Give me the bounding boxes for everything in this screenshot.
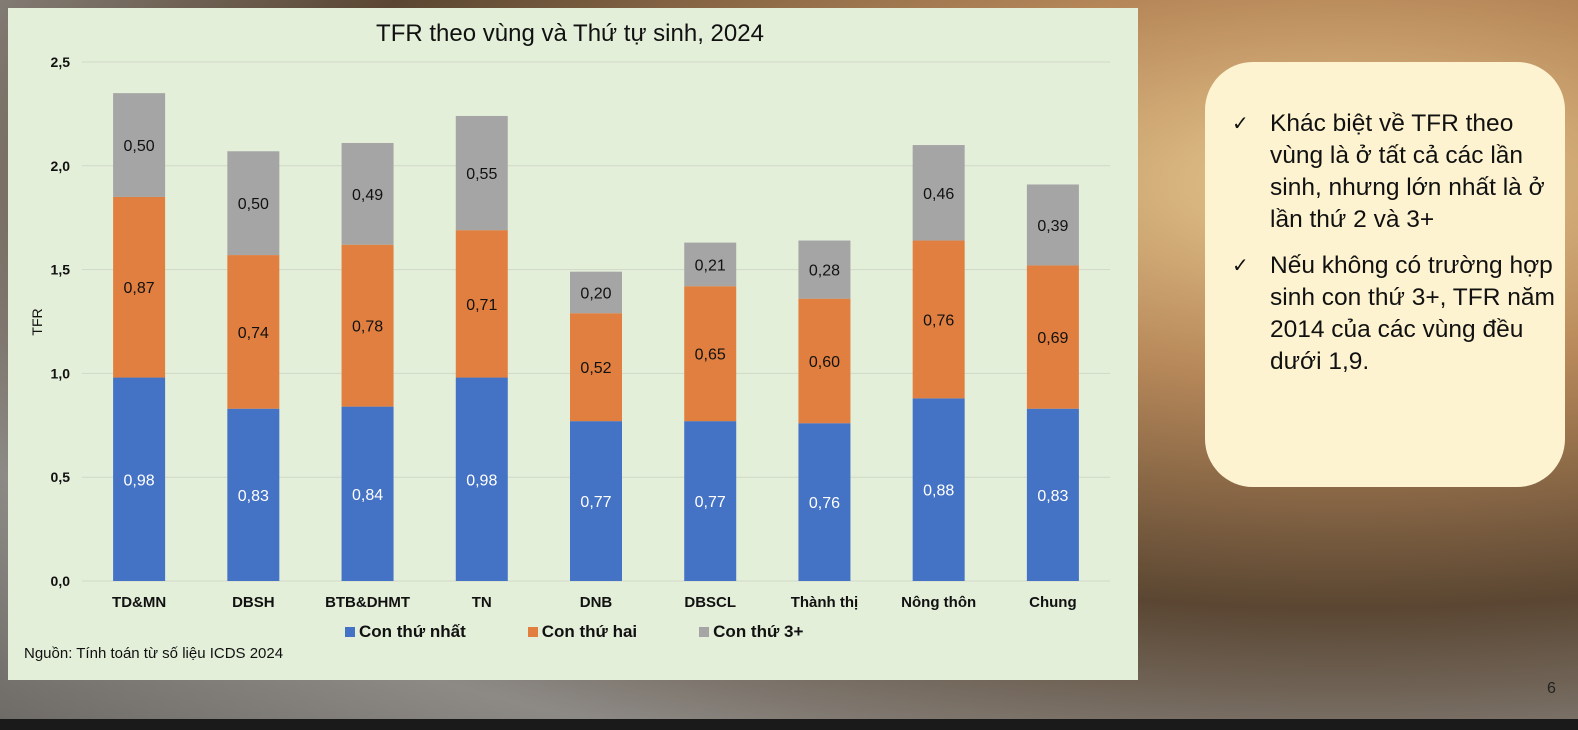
- data-label: 0,28: [809, 263, 840, 280]
- bar-segment: [570, 313, 622, 422]
- bullet-text: Khác biệt về TFR theo vùng là ở tất cả c…: [1270, 110, 1545, 233]
- bar-segment: [113, 93, 166, 197]
- bar-segment: [798, 423, 851, 581]
- bar-segment: [684, 242, 737, 287]
- y-tick-label: 1,5: [51, 262, 71, 278]
- bar-segment: [798, 240, 851, 299]
- callout-box: [1205, 62, 1565, 487]
- bar-segment: [1026, 265, 1079, 409]
- chart-title: TFR theo vùng và Thứ tự sinh, 2024: [376, 20, 764, 47]
- bar-segment: [227, 151, 280, 256]
- data-label: 0,74: [238, 325, 269, 342]
- data-label: 0,39: [1037, 218, 1068, 235]
- bar-segment: [455, 230, 508, 378]
- y-axis-label: TFR: [29, 308, 45, 335]
- bar-segment: [455, 377, 508, 581]
- legend-swatch: [527, 627, 538, 637]
- data-label: 0,83: [1037, 488, 1068, 505]
- legend-item: Con thứ nhất: [345, 622, 466, 642]
- bar-segment: [912, 398, 965, 581]
- page-number: 6: [1547, 680, 1556, 697]
- data-label: 0,55: [466, 166, 497, 183]
- data-label: 0,77: [695, 494, 726, 511]
- bar-segment: [1026, 184, 1079, 266]
- legend-swatch: [345, 627, 355, 637]
- bar-segment: [341, 244, 394, 407]
- bar-segment: [570, 271, 622, 314]
- data-label: 0,65: [695, 347, 726, 364]
- legend-label: Con thứ hai: [541, 622, 638, 641]
- x-tick-label: Nông thôn: [901, 594, 976, 611]
- legend-label: Con thứ 3+: [713, 622, 804, 641]
- data-label: 0,76: [809, 495, 840, 512]
- data-label: 0,46: [923, 186, 954, 203]
- data-label: 0,69: [1037, 330, 1068, 347]
- legend-label: Con thứ nhất: [359, 622, 466, 641]
- data-label: 0,20: [580, 285, 611, 302]
- data-label: 0,71: [466, 297, 497, 314]
- legend-item: Con thứ hai: [527, 622, 638, 642]
- bar-segment: [227, 408, 280, 581]
- check-icon: ✓: [1232, 255, 1249, 277]
- bar-segment: [912, 240, 965, 399]
- data-label: 0,52: [580, 360, 611, 377]
- x-tick-label: DBSH: [232, 594, 275, 611]
- data-label: 0,21: [695, 257, 726, 274]
- callout-bullets: ✓ Khác biệt về TFR theo vùng là ở tất cả …: [1232, 108, 1562, 392]
- x-tick-label: TD&MN: [112, 594, 166, 611]
- source-note: Nguồn: Tính toán từ số liệu ICDS 2024: [24, 645, 284, 662]
- data-label: 0,83: [238, 488, 269, 505]
- bullet-item: ✓ Nếu không có trường hợp sinh con thứ 3+…: [1232, 250, 1562, 378]
- bar-segment: [1026, 408, 1079, 581]
- legend-swatch: [699, 627, 710, 637]
- y-tick-label: 0,5: [51, 469, 71, 485]
- check-icon: ✓: [1232, 113, 1249, 135]
- y-tick-label: 0,0: [51, 573, 71, 589]
- legend-item: Con thứ 3+: [699, 622, 803, 642]
- x-tick-label: TN: [472, 594, 492, 611]
- x-tick-label: DNB: [580, 594, 613, 611]
- data-label: 0,87: [124, 280, 155, 297]
- bar-segment: [341, 406, 394, 581]
- data-label: 0,78: [352, 319, 383, 336]
- data-label: 0,77: [580, 494, 611, 511]
- bar-segment: [113, 377, 166, 581]
- y-tick-label: 2,0: [51, 158, 71, 174]
- bar-segment: [912, 145, 965, 241]
- data-label: 0,60: [809, 354, 840, 371]
- x-tick-label: Chung: [1029, 594, 1076, 611]
- x-tick-label: BTB&DHMT: [325, 594, 410, 611]
- bullet-item: ✓ Khác biệt về TFR theo vùng là ở tất cả …: [1232, 108, 1562, 236]
- stacked-bar-chart: 0,0 0,5 1,0 1,5 2,0 2,5 TFR 0,98 0,87 0,50 TD&MN 0,…: [29, 54, 1110, 611]
- data-label: 0,88: [923, 483, 954, 500]
- bar-segment: [570, 421, 622, 581]
- bar-segment: [113, 196, 166, 378]
- bar-segment: [684, 421, 737, 581]
- bottom-strip: [0, 719, 1578, 730]
- x-tick-label: Thành thị: [791, 594, 859, 611]
- bar-segment: [341, 142, 394, 245]
- bar-segment: [798, 298, 851, 424]
- data-label: 0,50: [124, 138, 155, 155]
- data-label: 0,98: [124, 472, 155, 489]
- y-tick-label: 1,0: [51, 365, 71, 381]
- y-tick-label: 2,5: [51, 54, 71, 70]
- data-label: 0,50: [238, 196, 269, 213]
- bar-segment: [455, 115, 508, 231]
- data-label: 0,76: [923, 312, 954, 329]
- data-label: 0,84: [352, 487, 383, 504]
- data-label: 0,98: [466, 472, 497, 489]
- bar-segment: [684, 286, 737, 422]
- bar-segment: [227, 255, 280, 409]
- bullet-text: Nếu không có trường hợp sinh con thứ 3+,…: [1270, 252, 1555, 375]
- x-tick-label: DBSCL: [684, 594, 736, 611]
- legend: Con thứ nhất Con thứ hai Con thứ 3+: [345, 622, 803, 642]
- data-label: 0,49: [352, 187, 383, 204]
